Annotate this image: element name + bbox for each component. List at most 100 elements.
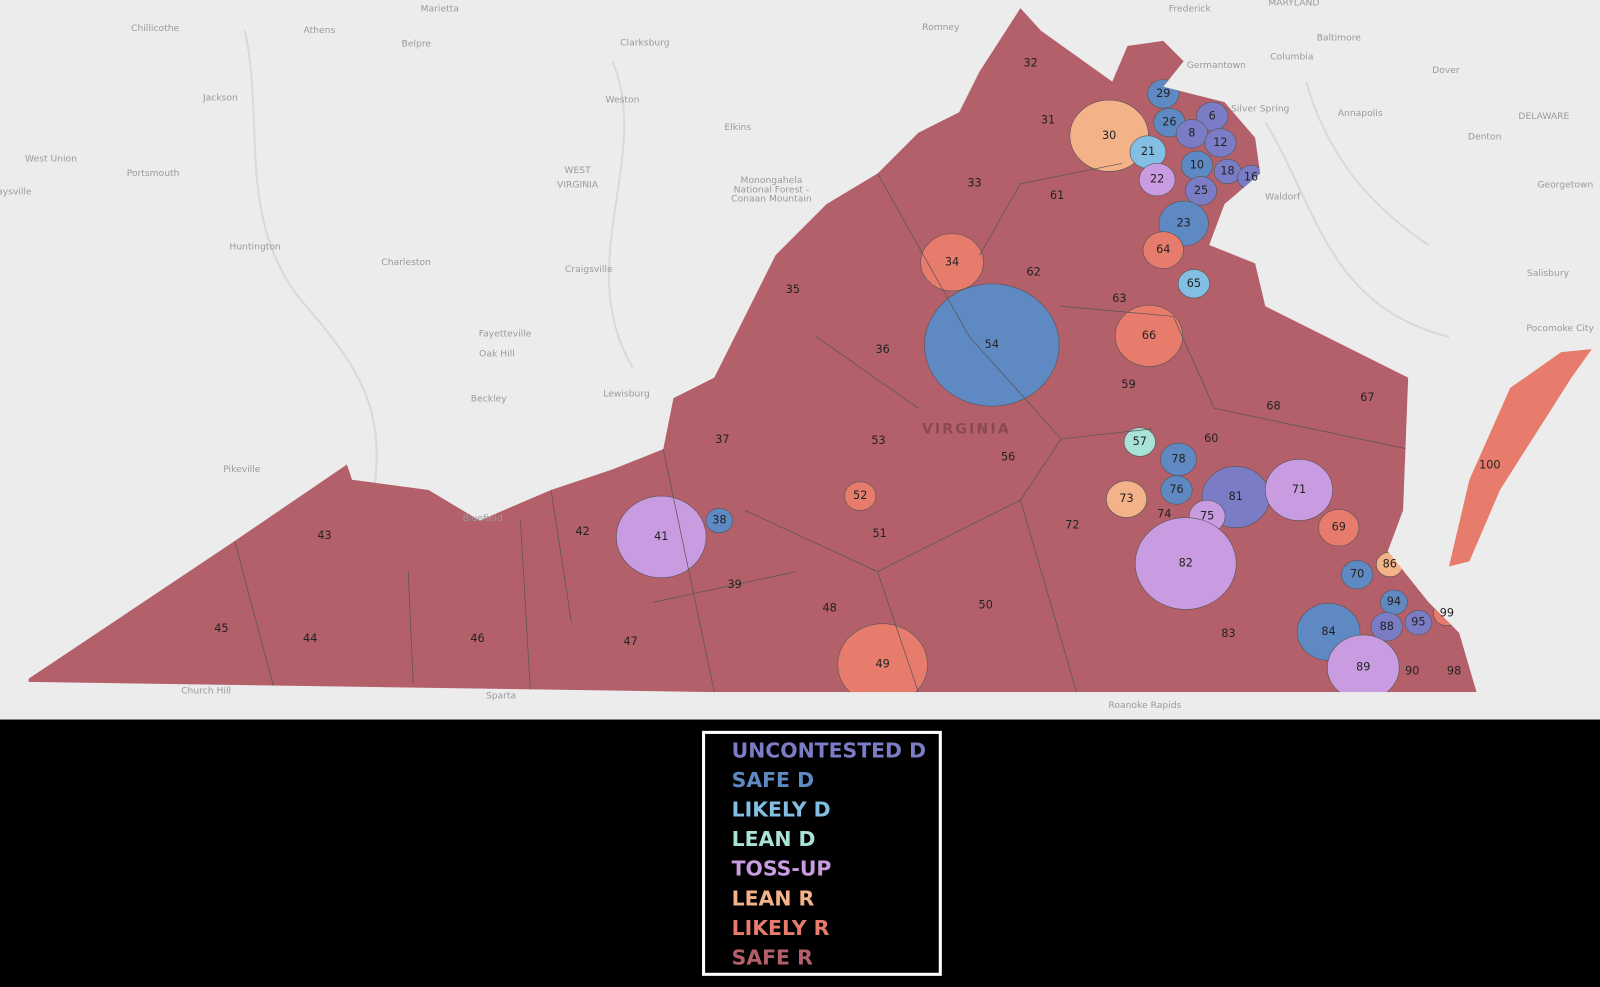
district-area bbox=[1204, 128, 1237, 158]
legend-item: LIKELY R bbox=[732, 916, 830, 940]
place-label: Huntington bbox=[229, 242, 281, 253]
place-label: WEST bbox=[564, 165, 591, 176]
district-areas bbox=[616, 79, 1461, 693]
district-label: 53 bbox=[871, 434, 885, 447]
district-label: 22 bbox=[1150, 173, 1164, 186]
district-label: 39 bbox=[728, 578, 742, 591]
district-label: 66 bbox=[1142, 329, 1156, 342]
district-label: 60 bbox=[1204, 432, 1218, 445]
district-label: 70 bbox=[1350, 568, 1364, 581]
district-label: 67 bbox=[1360, 391, 1374, 404]
district-label: 81 bbox=[1229, 490, 1243, 503]
district-label: 64 bbox=[1156, 243, 1170, 256]
place-label: Sparta bbox=[486, 691, 516, 702]
district-area bbox=[1177, 269, 1210, 299]
district-label: 45 bbox=[214, 622, 228, 635]
place-label: DELAWARE bbox=[1518, 111, 1569, 122]
place-label: Fayetteville bbox=[479, 328, 532, 339]
place-label: Craigsville bbox=[565, 264, 613, 275]
district-label: 36 bbox=[876, 343, 890, 356]
district-area bbox=[1327, 634, 1400, 693]
district-area bbox=[1184, 176, 1218, 206]
district-label: 82 bbox=[1179, 556, 1193, 569]
district-area bbox=[837, 623, 928, 693]
district-label: 49 bbox=[876, 658, 890, 671]
district-label: 72 bbox=[1065, 519, 1079, 532]
legend-item: TOSS-UP bbox=[732, 857, 832, 881]
district-label: 37 bbox=[715, 433, 729, 446]
district-area bbox=[1134, 517, 1237, 610]
place-label: Pocomoke City bbox=[1526, 323, 1594, 334]
district-area bbox=[924, 283, 1060, 407]
district-label: 63 bbox=[1112, 292, 1126, 305]
eastern-shore bbox=[1448, 349, 1592, 567]
place-label: National Forest - bbox=[734, 184, 810, 195]
district-label: 6 bbox=[1209, 109, 1216, 122]
district-label: 10 bbox=[1190, 158, 1204, 171]
district-label: 41 bbox=[654, 530, 668, 543]
district-label: 26 bbox=[1162, 115, 1176, 128]
place-label: Marietta bbox=[421, 4, 459, 15]
district-label: 52 bbox=[853, 489, 867, 502]
place-label: Bluefield bbox=[463, 513, 503, 524]
district-area bbox=[1175, 119, 1208, 149]
district-label: 32 bbox=[1023, 56, 1037, 69]
district-label: 21 bbox=[1141, 145, 1155, 158]
place-label: Romney bbox=[922, 22, 960, 33]
district-label: 25 bbox=[1194, 184, 1208, 197]
place-label: VIRGINIA bbox=[557, 179, 599, 190]
place-label: Baltimore bbox=[1317, 32, 1362, 43]
place-label: Columbia bbox=[1270, 52, 1313, 63]
district-label: 18 bbox=[1220, 164, 1234, 177]
place-label: Elkins bbox=[724, 122, 751, 133]
district-area bbox=[1265, 459, 1333, 521]
place-label: Lewisburg bbox=[603, 389, 649, 400]
district-label: 98 bbox=[1447, 665, 1461, 678]
district-label: 90 bbox=[1405, 665, 1419, 678]
place-label: Portsmouth bbox=[127, 168, 180, 179]
place-label: Monongahela bbox=[741, 175, 803, 186]
district-label: 84 bbox=[1321, 625, 1335, 638]
district-label: 95 bbox=[1411, 616, 1425, 629]
district-label: 94 bbox=[1387, 595, 1401, 608]
place-label: Chillicothe bbox=[131, 23, 179, 34]
district-area bbox=[844, 481, 877, 511]
district-area bbox=[920, 233, 984, 292]
district-label: 30 bbox=[1102, 129, 1116, 142]
place-label: Pikeville bbox=[223, 464, 261, 475]
place-label: Oak Hill bbox=[479, 349, 515, 360]
district-label: 47 bbox=[623, 635, 637, 648]
district-label: 51 bbox=[872, 527, 886, 540]
place-label: Denton bbox=[1468, 131, 1502, 142]
district-label: 54 bbox=[985, 338, 999, 351]
district-label: 76 bbox=[1169, 483, 1183, 496]
district-borders bbox=[234, 162, 1409, 693]
place-label: Silver Spring bbox=[1231, 104, 1289, 115]
district-label: 68 bbox=[1266, 399, 1280, 412]
place-label: Beckley bbox=[471, 394, 507, 405]
place-label: Dover bbox=[1432, 65, 1460, 76]
district-label: 83 bbox=[1221, 627, 1235, 640]
place-label: MARYLAND bbox=[1268, 0, 1319, 9]
district-label: 65 bbox=[1187, 277, 1201, 290]
district-label: 59 bbox=[1121, 378, 1135, 391]
place-label: Annapolis bbox=[1338, 108, 1383, 119]
district-area bbox=[1142, 231, 1184, 269]
legend-item: LIKELY D bbox=[732, 797, 831, 821]
district-label: 61 bbox=[1050, 189, 1064, 202]
place-label: Jackson bbox=[202, 92, 238, 103]
district-label: 34 bbox=[945, 255, 959, 268]
place-label: aysville bbox=[0, 186, 32, 197]
district-label: 35 bbox=[786, 283, 800, 296]
legend-item: UNCONTESTED D bbox=[732, 738, 926, 762]
place-label: Clarksburg bbox=[620, 37, 670, 48]
district-label: 73 bbox=[1119, 492, 1133, 505]
place-label: Church Hill bbox=[181, 686, 231, 697]
district-area bbox=[1404, 610, 1433, 636]
district-label: 69 bbox=[1332, 521, 1346, 534]
district-label: 88 bbox=[1380, 620, 1394, 633]
district-area bbox=[1123, 427, 1156, 457]
place-labels: Chillicothe Athens Marietta Belpre Clarksbur… bbox=[0, 0, 1595, 711]
district-label: 46 bbox=[470, 632, 484, 645]
